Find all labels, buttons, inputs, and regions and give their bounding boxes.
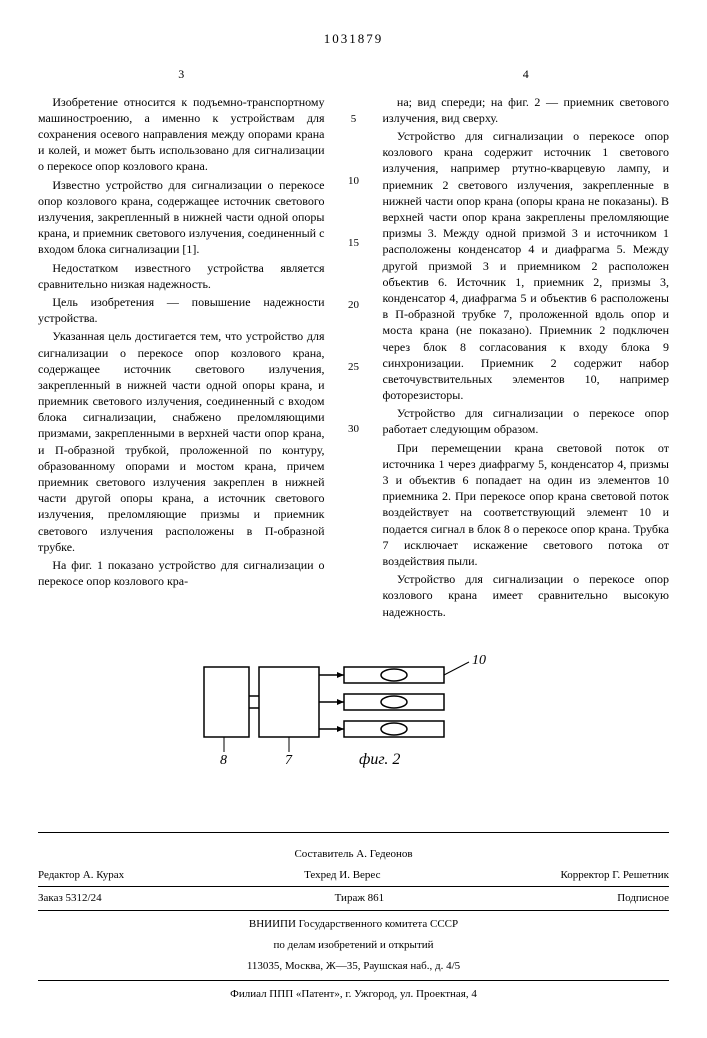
element-row-top — [319, 667, 444, 683]
subscription: Подписное — [617, 891, 669, 906]
line-marker: 25 — [348, 360, 359, 375]
text-columns: 3 Изобретение относится к подъемно-транс… — [38, 66, 669, 622]
line-marker: 20 — [348, 298, 359, 313]
right-column: 4 на; вид спереди; на фиг. 2 — приемник … — [383, 66, 670, 622]
paragraph: Устройство для сигнализации о перекосе о… — [383, 571, 670, 620]
footer: Составитель А. Гедеонов Редактор А. Кура… — [38, 832, 669, 1002]
block-7-rect — [259, 667, 319, 737]
left-column: 3 Изобретение относится к подъемно-транс… — [38, 66, 325, 622]
paragraph: Изобретение относится к подъемно-транспо… — [38, 94, 325, 175]
corrector: Корректор Г. Решетник — [560, 868, 669, 883]
paragraph: на; вид спереди; на фиг. 2 — приемник св… — [383, 94, 670, 126]
order-number: Заказ 5312/24 — [38, 891, 102, 906]
line-marker: 15 — [348, 236, 359, 251]
line-marker: 10 — [348, 174, 359, 189]
figure-svg: 10 8 7 фиг. 2 — [194, 652, 514, 772]
line-marker: 30 — [348, 422, 359, 437]
paragraph: Указанная цель достигается тем, что устр… — [38, 328, 325, 555]
paragraph: При перемещении крана световой поток от … — [383, 440, 670, 570]
figure-2: 10 8 7 фиг. 2 — [38, 652, 669, 772]
figure-caption: фиг. 2 — [359, 751, 400, 768]
label-8: 8 — [220, 753, 227, 768]
paragraph: Устройство для сигнализации о перекосе о… — [383, 128, 670, 403]
element-row-bot — [319, 721, 444, 737]
paragraph: На фиг. 1 показано устройство для сигнал… — [38, 557, 325, 589]
label-7: 7 — [285, 753, 293, 768]
label-10: 10 — [472, 653, 486, 668]
element-row-mid — [319, 694, 444, 710]
document-number: 1031879 — [38, 30, 669, 48]
print-run: Тираж 861 — [335, 891, 385, 906]
right-col-number: 4 — [383, 66, 670, 82]
left-col-number: 3 — [38, 66, 325, 82]
org-line-1: ВНИИПИ Государственного комитета СССР — [38, 917, 669, 932]
address-2: Филиал ППП «Патент», г. Ужгород, ул. Про… — [38, 987, 669, 1002]
line-marker: 5 — [351, 112, 357, 127]
address-1: 113035, Москва, Ж—35, Раушская наб., д. … — [38, 959, 669, 974]
paragraph: Устройство для сигнализации о перекосе о… — [383, 405, 670, 437]
paragraph: Известно устройство для сигнализации о п… — [38, 177, 325, 258]
tech-editor: Техред И. Верес — [304, 868, 380, 883]
editor: Редактор А. Курах — [38, 868, 124, 883]
paragraph: Цель изобретения — повышение надежности … — [38, 294, 325, 326]
paragraph: Недостатком известного устройства являет… — [38, 260, 325, 292]
line-number-gutter: 5 10 15 20 25 30 — [347, 66, 361, 622]
block-8-rect — [204, 667, 249, 737]
compiler: Составитель А. Гедеонов — [38, 847, 669, 862]
org-line-2: по делам изобретений и открытий — [38, 938, 669, 953]
